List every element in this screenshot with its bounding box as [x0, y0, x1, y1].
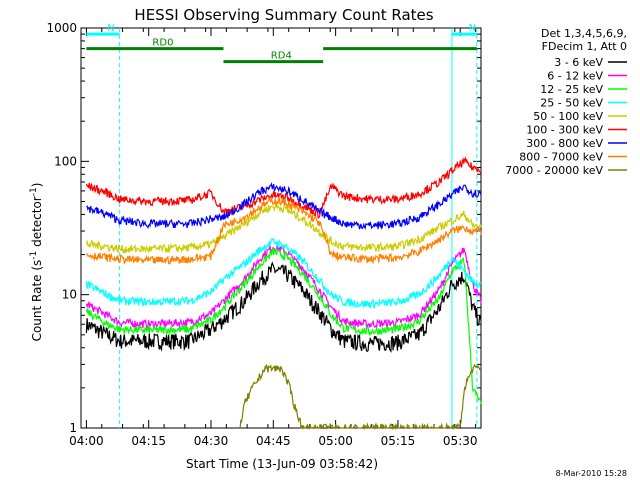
x-axis-label: Start Time (13-Jun-09 03:58:42): [186, 457, 378, 471]
legend-label-300-800-kev: 300 - 800 keV: [526, 137, 603, 150]
x-tick-label-04-30: 04:30: [194, 434, 229, 448]
series-line-300-800-kev: [86, 182, 482, 230]
legend-label-50-100-kev: 50 - 100 keV: [533, 110, 603, 123]
timestamp-stamp: 8-Mar-2010 15:28: [556, 469, 627, 478]
legend-label-12-25-kev: 12 - 25 keV: [540, 83, 603, 96]
x-tick-label-04-45: 04:45: [256, 434, 291, 448]
legend-label-3-6-kev: 3 - 6 keV: [554, 56, 603, 69]
annotation-label-n-0: N: [107, 23, 114, 34]
annotation-label-rd4-3: RD4: [271, 51, 292, 62]
chart-title: HESSI Observing Summary Count Rates: [134, 6, 433, 24]
y-label-mid: detector: [30, 196, 44, 251]
y-axis-label: Count Rate (s-1 detector-1): [29, 183, 44, 342]
annotation-label-n-1: N: [469, 23, 476, 34]
y-tick-label-10: 10: [62, 288, 77, 302]
y-tick-label-1000: 1000: [46, 21, 77, 35]
legend-header-1: Det 1,3,4,5,6,9,: [541, 27, 627, 40]
legend-label-800-7000-kev: 800 - 7000 keV: [519, 151, 603, 164]
series-line-25-50-kev: [85, 237, 482, 309]
series-line-800-7000-kev: [86, 196, 482, 265]
x-tick-label-05-30: 05:30: [443, 434, 478, 448]
annotation-label-rd0-2: RD0: [152, 38, 173, 49]
series-line-12-25-kev: [85, 248, 482, 404]
legend: Det 1,3,4,5,6,9, FDecim 1, Att 0 3 - 6 k…: [505, 27, 627, 177]
plot-area: 04:00 04:15 04:30 04:45 05:00 05:15 05:30 1 10 10…: [46, 21, 482, 448]
y-tick-label-100: 100: [54, 154, 77, 168]
svg-text:Count Rate (s-1 detector-1): Count Rate (s-1 detector-1): [29, 183, 44, 342]
x-tick-label-05-00: 05:00: [318, 434, 353, 448]
y-label-main: Count Rate (s: [30, 260, 44, 342]
x-tick-label-04-15: 04:15: [131, 434, 166, 448]
series-line-7000-20000-kev: [239, 363, 482, 431]
legend-label-100-300-kev: 100 - 300 keV: [526, 124, 603, 137]
plot-frame: [80, 27, 482, 429]
series-line-3-6-kev: [85, 261, 482, 353]
legend-label-25-50-kev: 25 - 50 keV: [540, 97, 603, 110]
series-line-50-100-kev: [85, 203, 482, 254]
legend-label-7000-20000-kev: 7000 - 20000 keV: [505, 164, 603, 177]
y-label-exp2: -1: [29, 187, 39, 196]
legend-label-6-12-kev: 6 - 12 keV: [547, 70, 603, 83]
y-label-end: ): [30, 183, 44, 188]
x-tick-label-05-15: 05:15: [381, 434, 416, 448]
legend-header-2: FDecim 1, Att 0: [542, 40, 627, 53]
y-tick-label-1: 1: [69, 421, 77, 435]
y-label-exp1: -1: [29, 251, 39, 260]
x-tick-label-04-00: 04:00: [69, 434, 104, 448]
